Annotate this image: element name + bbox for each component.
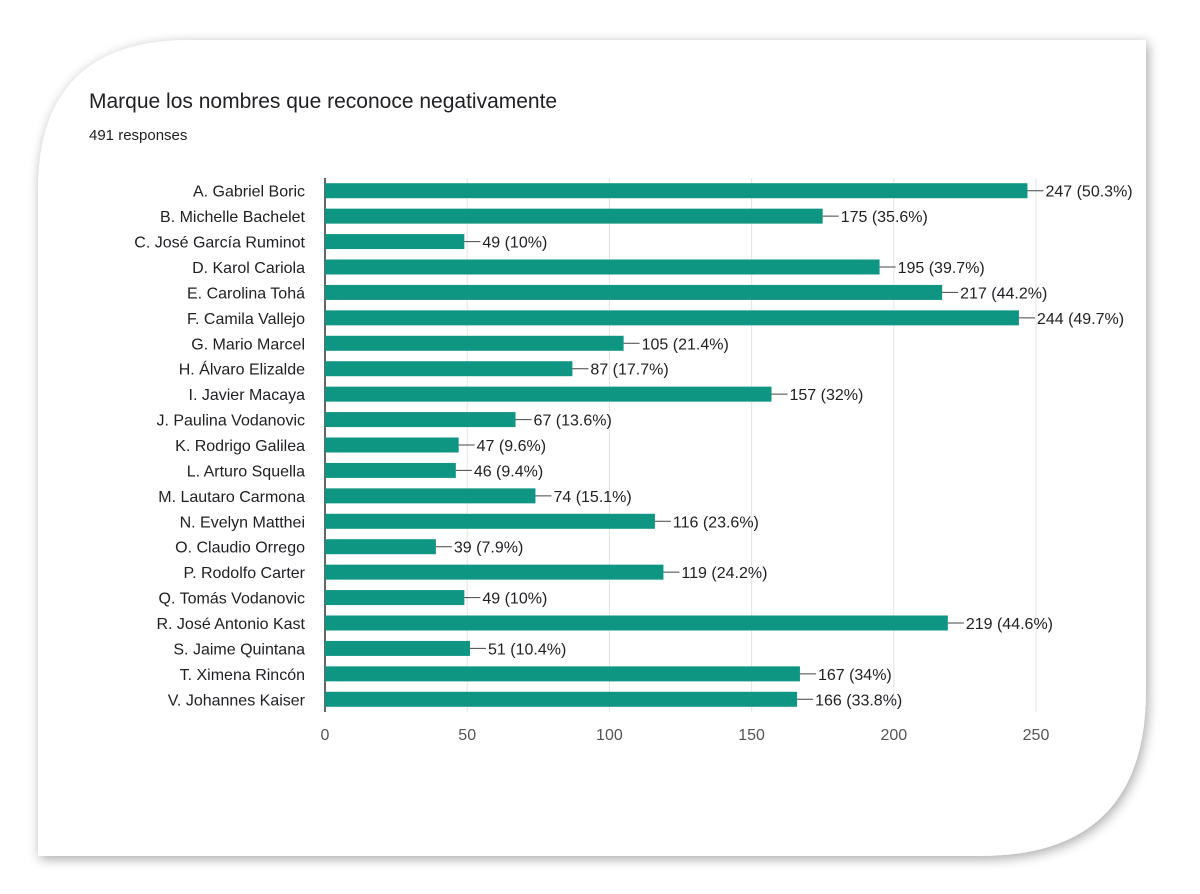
category-label: M. Lautaro Carmona xyxy=(158,489,305,506)
category-label: S. Jaime Quintana xyxy=(173,641,305,658)
bar xyxy=(325,488,536,504)
value-label: 116 (23.6%) xyxy=(673,514,759,531)
value-label: 67 (13.6%) xyxy=(534,413,612,430)
bar xyxy=(325,513,655,529)
category-label: V. Johannes Kaiser xyxy=(168,692,306,709)
category-label: A. Gabriel Boric xyxy=(193,184,305,201)
value-label: 217 (44.2%) xyxy=(960,285,1047,302)
bar xyxy=(325,310,1019,326)
category-label: J. Paulina Vodanovic xyxy=(156,413,305,430)
category-label: N. Evelyn Matthei xyxy=(180,514,305,531)
category-label: F. Camila Vallejo xyxy=(187,311,305,328)
category-label: E. Carolina Tohá xyxy=(187,285,305,302)
bar xyxy=(325,640,471,656)
x-tick-label: 50 xyxy=(458,727,476,744)
category-label: B. Michelle Bachelet xyxy=(160,209,306,226)
bar xyxy=(325,666,800,682)
value-label: 175 (35.6%) xyxy=(841,209,928,226)
value-label: 244 (49.7%) xyxy=(1037,311,1124,328)
bar xyxy=(325,183,1028,199)
question-title: Marque los nombres que reconoce negativa… xyxy=(89,90,558,113)
bar xyxy=(325,208,823,224)
category-label: L. Arturo Squella xyxy=(187,463,305,480)
value-label: 74 (15.1%) xyxy=(553,489,631,506)
bar xyxy=(325,412,516,428)
bar xyxy=(325,590,465,606)
category-label: Q. Tomás Vodanovic xyxy=(159,591,305,608)
bar xyxy=(325,335,624,351)
category-label: O. Claudio Orrego xyxy=(175,540,305,557)
value-label: 105 (21.4%) xyxy=(642,336,729,353)
category-label: R. José Antonio Kast xyxy=(156,616,305,633)
category-label: G. Mario Marcel xyxy=(191,336,305,353)
bar xyxy=(325,284,943,300)
category-label: D. Karol Cariola xyxy=(192,260,305,277)
x-tick-label: 200 xyxy=(880,727,907,744)
value-label: 46 (9.4%) xyxy=(474,463,543,480)
category-label: I. Javier Macaya xyxy=(189,387,306,404)
category-label: T. Ximena Rincón xyxy=(180,667,305,684)
value-label: 167 (34%) xyxy=(818,667,892,684)
bar xyxy=(325,386,772,402)
response-count: 491 responses xyxy=(89,127,188,144)
category-label: H. Álvaro Elizalde xyxy=(179,360,305,379)
bar xyxy=(325,691,798,707)
value-label: 219 (44.6%) xyxy=(966,616,1053,633)
x-tick-label: 250 xyxy=(1023,727,1050,744)
value-label: 49 (10%) xyxy=(482,235,547,252)
bar xyxy=(325,615,948,631)
bar xyxy=(325,361,573,377)
value-label: 195 (39.7%) xyxy=(898,260,985,277)
value-label: 166 (33.8%) xyxy=(815,692,902,709)
bar xyxy=(325,259,880,275)
value-label: 47 (9.6%) xyxy=(477,438,546,455)
bar xyxy=(325,539,436,555)
x-tick-label: 0 xyxy=(321,727,330,744)
value-label: 87 (17.7%) xyxy=(590,362,668,379)
bar xyxy=(325,437,459,453)
category-label: C. José García Ruminot xyxy=(134,235,305,252)
value-label: 51 (10.4%) xyxy=(488,641,566,658)
category-label: K. Rodrigo Galilea xyxy=(175,438,305,455)
value-label: 39 (7.9%) xyxy=(454,540,523,557)
x-tick-label: 150 xyxy=(738,727,765,744)
value-label: 157 (32%) xyxy=(790,387,864,404)
value-label: 119 (24.2%) xyxy=(681,565,767,582)
bar xyxy=(325,564,664,580)
category-label: P. Rodolfo Carter xyxy=(183,565,305,582)
x-tick-label: 100 xyxy=(596,727,623,744)
value-label: 247 (50.3%) xyxy=(1045,184,1132,201)
bar xyxy=(325,234,465,250)
bar xyxy=(325,462,456,478)
value-label: 49 (10%) xyxy=(482,591,547,608)
